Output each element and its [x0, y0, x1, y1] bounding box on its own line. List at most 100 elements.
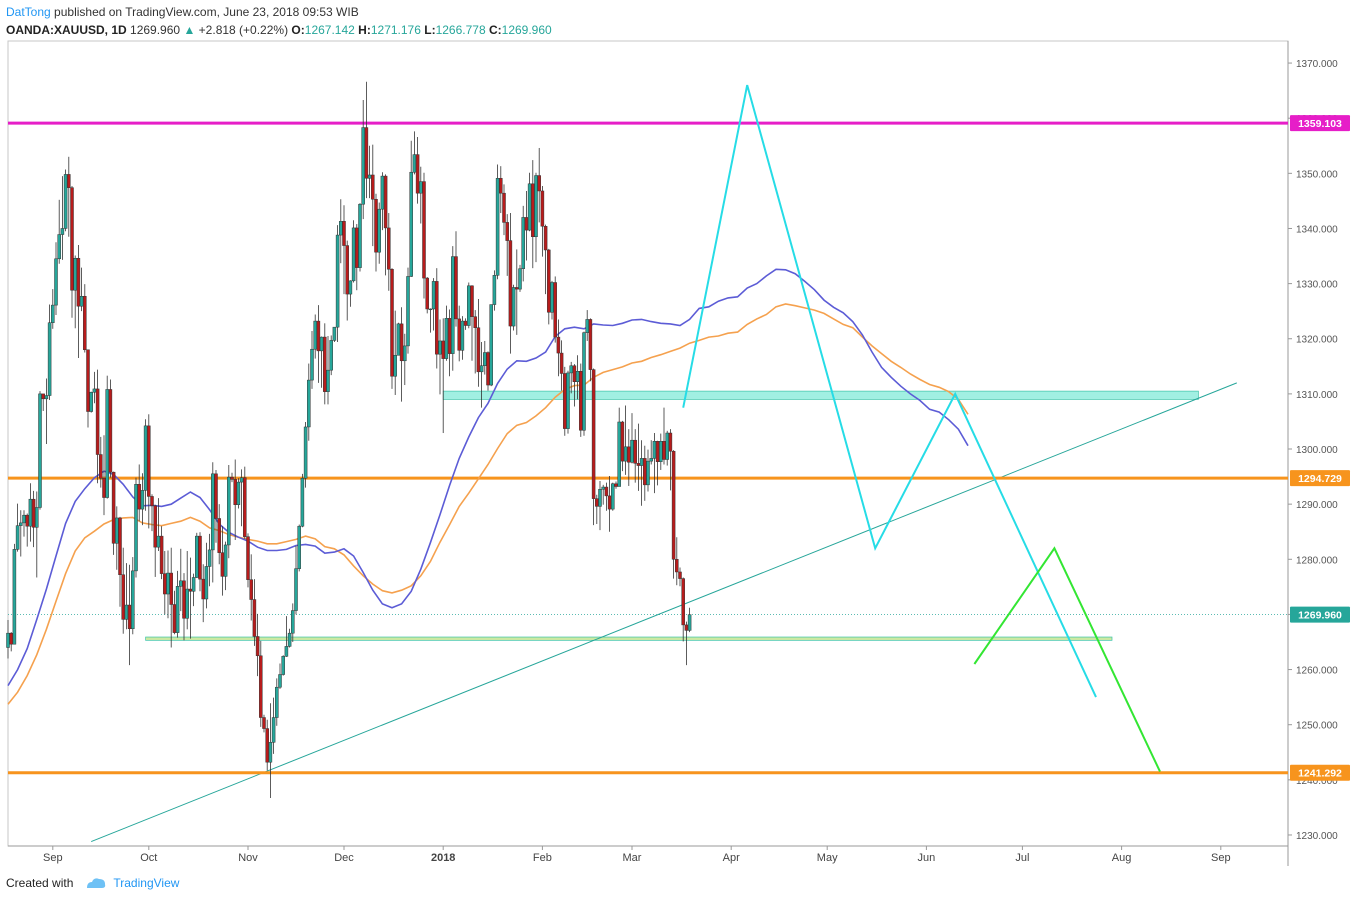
candle-body [131, 570, 135, 630]
candle-body [607, 495, 612, 510]
candle-body [585, 319, 589, 333]
candle-body [172, 604, 177, 633]
candle-body [339, 221, 343, 236]
candle-body [403, 345, 407, 362]
open-label: O: [291, 23, 305, 37]
candle-body [604, 486, 609, 497]
candle-body [582, 332, 586, 431]
candle-body [89, 391, 93, 412]
candle-body [531, 183, 535, 237]
candle-body [447, 318, 452, 354]
candle-body [233, 479, 237, 505]
candle-body [438, 340, 442, 355]
candle-body [57, 234, 61, 260]
candle-body [367, 174, 372, 179]
low-label: L: [424, 23, 436, 37]
candle-body [239, 477, 244, 483]
candle-body [675, 559, 679, 573]
candle-body [451, 256, 455, 354]
y-tick-label: 1310.000 [1296, 390, 1338, 401]
candle-body [182, 580, 186, 619]
x-tick-label: May [817, 852, 838, 864]
candle-body [556, 336, 561, 354]
candle-body [681, 578, 685, 626]
candle-body [358, 203, 362, 268]
candle-body [515, 287, 519, 290]
symbol-line: OANDA:XAUUSD, 1D 1269.960 ▲ +2.818 (+0.2… [6, 23, 552, 37]
trend-line [91, 382, 1237, 843]
candle-body [399, 323, 404, 362]
candle-body [543, 226, 548, 251]
candle-body [79, 296, 84, 307]
candle-body [326, 369, 330, 392]
x-tick-label: Jul [1015, 852, 1029, 864]
candle-body [220, 552, 225, 577]
candle-body [47, 322, 52, 396]
candle-body [639, 458, 644, 466]
candle-body [73, 257, 77, 291]
price-label-text: 1269.960 [1298, 610, 1342, 622]
candle-body [345, 245, 349, 295]
candle-body [156, 535, 161, 548]
candle-body [319, 336, 324, 352]
candle-body [28, 498, 33, 527]
candle-body [495, 178, 500, 276]
candle-body [70, 187, 74, 291]
candle-body [553, 282, 557, 338]
candle-body [521, 217, 525, 269]
candle-body [297, 525, 301, 569]
candles-group [6, 81, 692, 799]
candle-body [383, 175, 388, 229]
candle-body [643, 458, 647, 486]
candle-body [22, 514, 26, 524]
candle-body [371, 174, 375, 200]
candle-body [262, 717, 266, 729]
candle-body [412, 154, 417, 173]
close-label: C: [488, 23, 502, 37]
candle-body [486, 352, 490, 386]
published-text: published on TradingView.com, June 23, 2… [54, 5, 359, 19]
candle-body [246, 536, 250, 580]
author-link[interactable]: DatTong [6, 5, 51, 19]
x-tick-label: Sep [1211, 852, 1231, 864]
price-chart[interactable]: 1230.0001240.0001250.0001260.0001270.000… [0, 0, 1354, 870]
candle-body [19, 522, 23, 526]
candle-body [374, 198, 378, 253]
candle-body [287, 632, 292, 647]
candle-body [668, 432, 673, 452]
candle-body [687, 614, 692, 631]
candle-body [294, 568, 298, 611]
y-tick-label: 1280.000 [1296, 555, 1338, 566]
candle-body [63, 174, 68, 229]
y-tick-label: 1350.000 [1296, 169, 1338, 180]
candle-body [502, 192, 506, 223]
price-label-text: 1241.292 [1298, 768, 1342, 780]
candle-body [147, 425, 151, 497]
candle-body [678, 571, 682, 579]
candle-body [227, 476, 231, 546]
candle-body [633, 439, 637, 464]
candle-body [38, 393, 42, 508]
chart-header: DatTong published on TradingView.com, Ju… [6, 3, 1346, 43]
tradingview-logo-icon[interactable] [85, 876, 107, 890]
price-label-text: 1359.103 [1298, 118, 1342, 130]
high-value: 1271.176 [370, 23, 421, 37]
candle-body [44, 395, 49, 400]
candle-body [121, 574, 125, 620]
candle-body [134, 484, 138, 572]
candle-body [409, 171, 413, 277]
y-tick-label: 1230.000 [1296, 831, 1338, 842]
candle-body [201, 578, 205, 600]
candle-body [364, 127, 369, 179]
symbol-name[interactable]: OANDA:XAUUSD, 1D [6, 23, 127, 37]
candle-body [566, 372, 570, 429]
change-up-icon: ▲ [183, 23, 196, 37]
candle-body [435, 281, 439, 355]
candle-body [95, 388, 100, 455]
candle-body [185, 588, 189, 619]
candle-body [598, 489, 602, 507]
candle-body [636, 463, 641, 466]
tradingview-brand-link[interactable]: TradingView [113, 876, 180, 890]
candle-body [463, 320, 468, 326]
candle-body [140, 490, 145, 510]
